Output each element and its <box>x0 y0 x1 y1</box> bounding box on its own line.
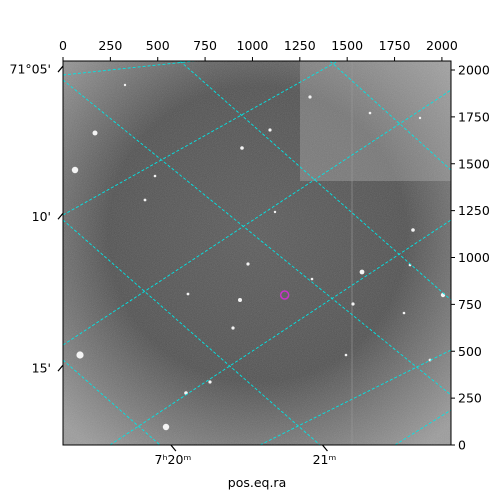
star <box>359 269 365 275</box>
dec-tick-label: 15' <box>32 361 51 376</box>
star <box>246 262 250 266</box>
dec-tick-label: 71°05' <box>10 62 52 77</box>
star <box>368 111 372 115</box>
grid-line <box>63 219 321 445</box>
y-tick-label: 1500 <box>458 156 490 171</box>
star <box>92 130 98 136</box>
x-tick-label: 500 <box>146 38 170 53</box>
star <box>268 128 272 132</box>
grid-line <box>63 79 451 396</box>
x-axis-label: pos.eq.ra <box>228 475 286 490</box>
x-tick-label: 1750 <box>379 38 411 53</box>
ra-tick-label: 7ʰ20ᵐ <box>155 452 192 467</box>
grid-line <box>63 89 451 346</box>
star <box>186 292 190 296</box>
grid-line <box>63 61 339 216</box>
ra-tick <box>321 444 328 452</box>
star <box>273 210 277 214</box>
grid-line <box>63 359 161 445</box>
grid-line <box>259 349 451 445</box>
dec-tick <box>57 364 64 372</box>
star <box>411 228 415 232</box>
star <box>143 198 147 202</box>
ra-tick-label: 21ᵐ <box>313 452 337 467</box>
grid-line <box>329 61 451 171</box>
dec-tick-label: 10' <box>32 209 51 224</box>
x-tick-label: 0 <box>59 38 67 53</box>
star <box>344 353 348 357</box>
x-tick-label: 1500 <box>331 38 363 53</box>
x-tick-label: 1000 <box>237 38 269 53</box>
star <box>240 146 244 150</box>
star <box>231 326 235 330</box>
y-tick-label: 2000 <box>458 63 490 78</box>
star <box>76 351 84 359</box>
star <box>418 116 422 120</box>
star <box>71 166 79 174</box>
star <box>402 311 406 315</box>
y-tick-label: 0 <box>458 438 466 453</box>
y-tick-label: 500 <box>458 344 482 359</box>
star <box>162 423 170 431</box>
y-tick-label: 750 <box>458 297 482 312</box>
grid-line <box>63 61 196 76</box>
grid-line <box>109 219 451 445</box>
sky-image <box>63 61 451 445</box>
coordinate-grid <box>63 61 451 445</box>
x-tick-label: 1250 <box>284 38 316 53</box>
x-tick-label: 250 <box>98 38 122 53</box>
y-tick-label: 250 <box>458 391 482 406</box>
x-tick-label: 750 <box>193 38 217 53</box>
pixel-y-axis: 0 250 500 750 1000 1250 1500 1750 2000 <box>451 63 490 453</box>
y-tick-label: 1000 <box>458 250 490 265</box>
grid-line <box>179 61 451 301</box>
dec-tick <box>57 65 64 73</box>
y-tick-label: 1750 <box>458 109 490 124</box>
target-marker <box>279 290 290 300</box>
axes-frame <box>62 60 452 446</box>
star <box>238 298 242 302</box>
dec-tick <box>57 212 64 220</box>
star <box>310 277 314 281</box>
x-tick-label: 2000 <box>426 38 458 53</box>
ra-tick <box>170 444 177 452</box>
star <box>351 302 355 306</box>
pixel-x-axis: 0 250 500 750 1000 1250 1500 1750 2000 <box>59 38 458 61</box>
star <box>208 380 212 384</box>
ra-axis: 7ʰ20ᵐ 21ᵐ <box>155 444 337 467</box>
grid-line <box>394 409 451 445</box>
dec-axis: 71°05' 10' 15' <box>10 62 64 376</box>
star <box>123 83 127 87</box>
star <box>153 174 157 178</box>
star <box>308 95 312 99</box>
y-tick-label: 1250 <box>458 203 490 218</box>
